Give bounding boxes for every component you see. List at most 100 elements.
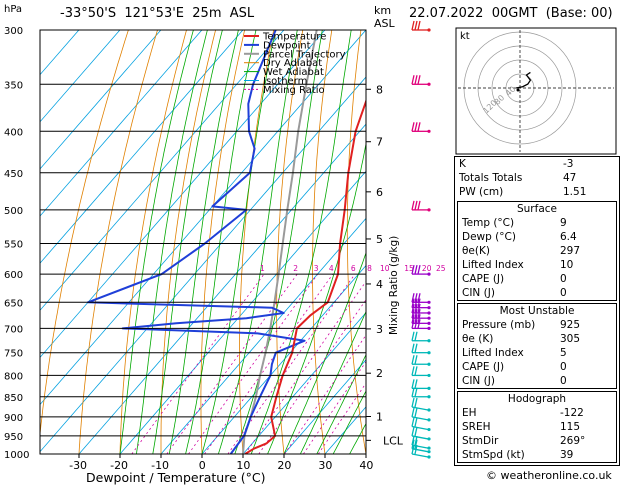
- hodograph-unit-label: kt: [460, 31, 470, 42]
- pressure-tick-label: 750: [4, 349, 23, 360]
- surface-row: CIN (J) 0: [458, 286, 616, 300]
- wind-barb-flag: [414, 298, 418, 308]
- dry-adiabat-line: [414, 30, 448, 454]
- wind-barb-dot: [427, 408, 431, 412]
- wind-barb-flag: [414, 439, 418, 449]
- dry-adiabat-line: [40, 30, 129, 438]
- wind-barb-staff: [411, 444, 429, 449]
- x-tick-label: 10: [236, 459, 250, 472]
- asl-unit-label: ASL: [374, 17, 395, 30]
- surface-label: θe(K): [462, 245, 490, 257]
- dry-adiabat-line: [622, 30, 629, 454]
- legend-label: Temperature: [262, 32, 326, 43]
- pressure-tick-label: 500: [4, 206, 23, 217]
- height-label: 7: [376, 136, 383, 149]
- pressure-tick-label: 650: [4, 298, 23, 309]
- pressure-tick-label: 550: [4, 239, 23, 250]
- wind-barb-flag: [411, 343, 415, 353]
- pressure-tick-label: 450: [4, 169, 23, 180]
- unstable-value: 0: [560, 361, 567, 373]
- wet-adiabat-line: [316, 353, 366, 454]
- hodograph-value: 115: [560, 421, 581, 433]
- index-value: -3: [563, 158, 574, 170]
- wind-barb-dot: [427, 455, 431, 459]
- legend-label: Parcel Trajectory: [263, 49, 346, 60]
- hodograph-label: EH: [462, 407, 477, 419]
- surface-row: θe(K) 297: [458, 244, 616, 258]
- wind-barb-staff: [411, 453, 429, 458]
- unstable-row: CIN (J) 0: [458, 374, 616, 388]
- surface-value: 9: [560, 217, 567, 229]
- plot-frame: [39, 29, 367, 455]
- mixing-ratio-line: [131, 273, 265, 454]
- site-credit[interactable]: © weatheronline.co.uk: [486, 469, 612, 482]
- mixing-ratio-label: 8: [367, 264, 372, 273]
- wind-barb-flag: [411, 122, 415, 132]
- wind-barb-flag: [414, 122, 418, 132]
- surface-row: Temp (°C) 9: [458, 216, 616, 230]
- wind-barb-dot: [427, 306, 431, 310]
- wind-barb-flag: [414, 355, 418, 365]
- wind-barb-dot: [427, 437, 431, 441]
- x-tick-label: 30: [318, 459, 332, 472]
- wind-barb-dot: [427, 395, 431, 399]
- hodograph-label: StmDir: [462, 435, 499, 447]
- mixing-ratio-label: 20: [422, 264, 432, 273]
- height-label: 2: [376, 367, 383, 380]
- surface-value: 297: [560, 245, 581, 257]
- isotherm-line: [242, 312, 366, 454]
- index-label: Totals Totals: [459, 172, 523, 184]
- index-row: Totals Totals 47: [455, 171, 619, 185]
- mixing-ratio-label: 15: [404, 264, 414, 273]
- index-row: K -3: [455, 157, 619, 171]
- surface-row: CAPE (J) 0: [458, 272, 616, 286]
- wind-barb-flag: [417, 122, 421, 132]
- hodograph-row: StmSpd (kt) 39: [458, 448, 616, 462]
- wet-adiabat-line: [300, 310, 366, 454]
- isotherm-line: [40, 30, 244, 264]
- x-tick-label: 0: [199, 459, 206, 472]
- legend-label: Dry Adiabat: [263, 58, 322, 69]
- x-tick-label: -10: [151, 459, 169, 472]
- pressure-tick-label: 850: [4, 393, 23, 404]
- wind-barb-dot: [427, 386, 431, 390]
- wind-barb-dot: [427, 316, 431, 320]
- pressure-tick-label: 950: [4, 432, 23, 443]
- hodograph-row: EH -122: [458, 406, 616, 420]
- wind-barb-dot: [427, 300, 431, 304]
- pressure-tick-label: 700: [4, 324, 23, 335]
- wind-barb-flag: [411, 200, 415, 211]
- indices-panel: K -3 Totals Totals 47 PW (cm) 1.51 Surface Te…: [454, 156, 620, 466]
- dry-adiabat-line: [119, 30, 187, 454]
- pressure-tick-label: 400: [4, 127, 23, 138]
- x-axis-title: Dewpoint / Temperature (°C): [86, 470, 266, 485]
- height-label: 6: [376, 186, 383, 199]
- wind-barb-flag: [414, 435, 418, 446]
- hodograph-value: 269°: [560, 435, 586, 447]
- hodograph-label: SREH: [462, 421, 491, 433]
- isotherm-line: [78, 123, 366, 454]
- x-tick-label: -20: [110, 459, 128, 472]
- temperature-line: [244, 98, 366, 454]
- wind-barb-dot: [427, 28, 431, 32]
- copyright-text[interactable]: © weatheronline.co.uk: [486, 469, 612, 482]
- wind-barb-dot: [427, 418, 431, 422]
- wet-adiabat-line: [119, 30, 194, 454]
- wind-barb-dot: [427, 272, 431, 276]
- wet-adiabat-line: [185, 30, 257, 454]
- wind-barb-flag: [411, 20, 415, 31]
- x-tick-label: -30: [69, 459, 87, 472]
- wind-barb-flag: [414, 407, 418, 418]
- wind-barb-flag: [411, 309, 415, 319]
- wind-barb-flag: [411, 435, 415, 446]
- pressure-tick-label: 900: [4, 413, 23, 424]
- isotherm-line: [201, 264, 366, 454]
- surface-value: 0: [560, 273, 567, 285]
- legend-label: Isotherm: [263, 76, 307, 87]
- wind-barb-dot: [427, 351, 431, 355]
- wind-barb-dot: [427, 82, 431, 86]
- height-label: 8: [376, 83, 383, 96]
- wind-barb-flag: [417, 298, 421, 308]
- wind-barb-dot: [427, 311, 431, 315]
